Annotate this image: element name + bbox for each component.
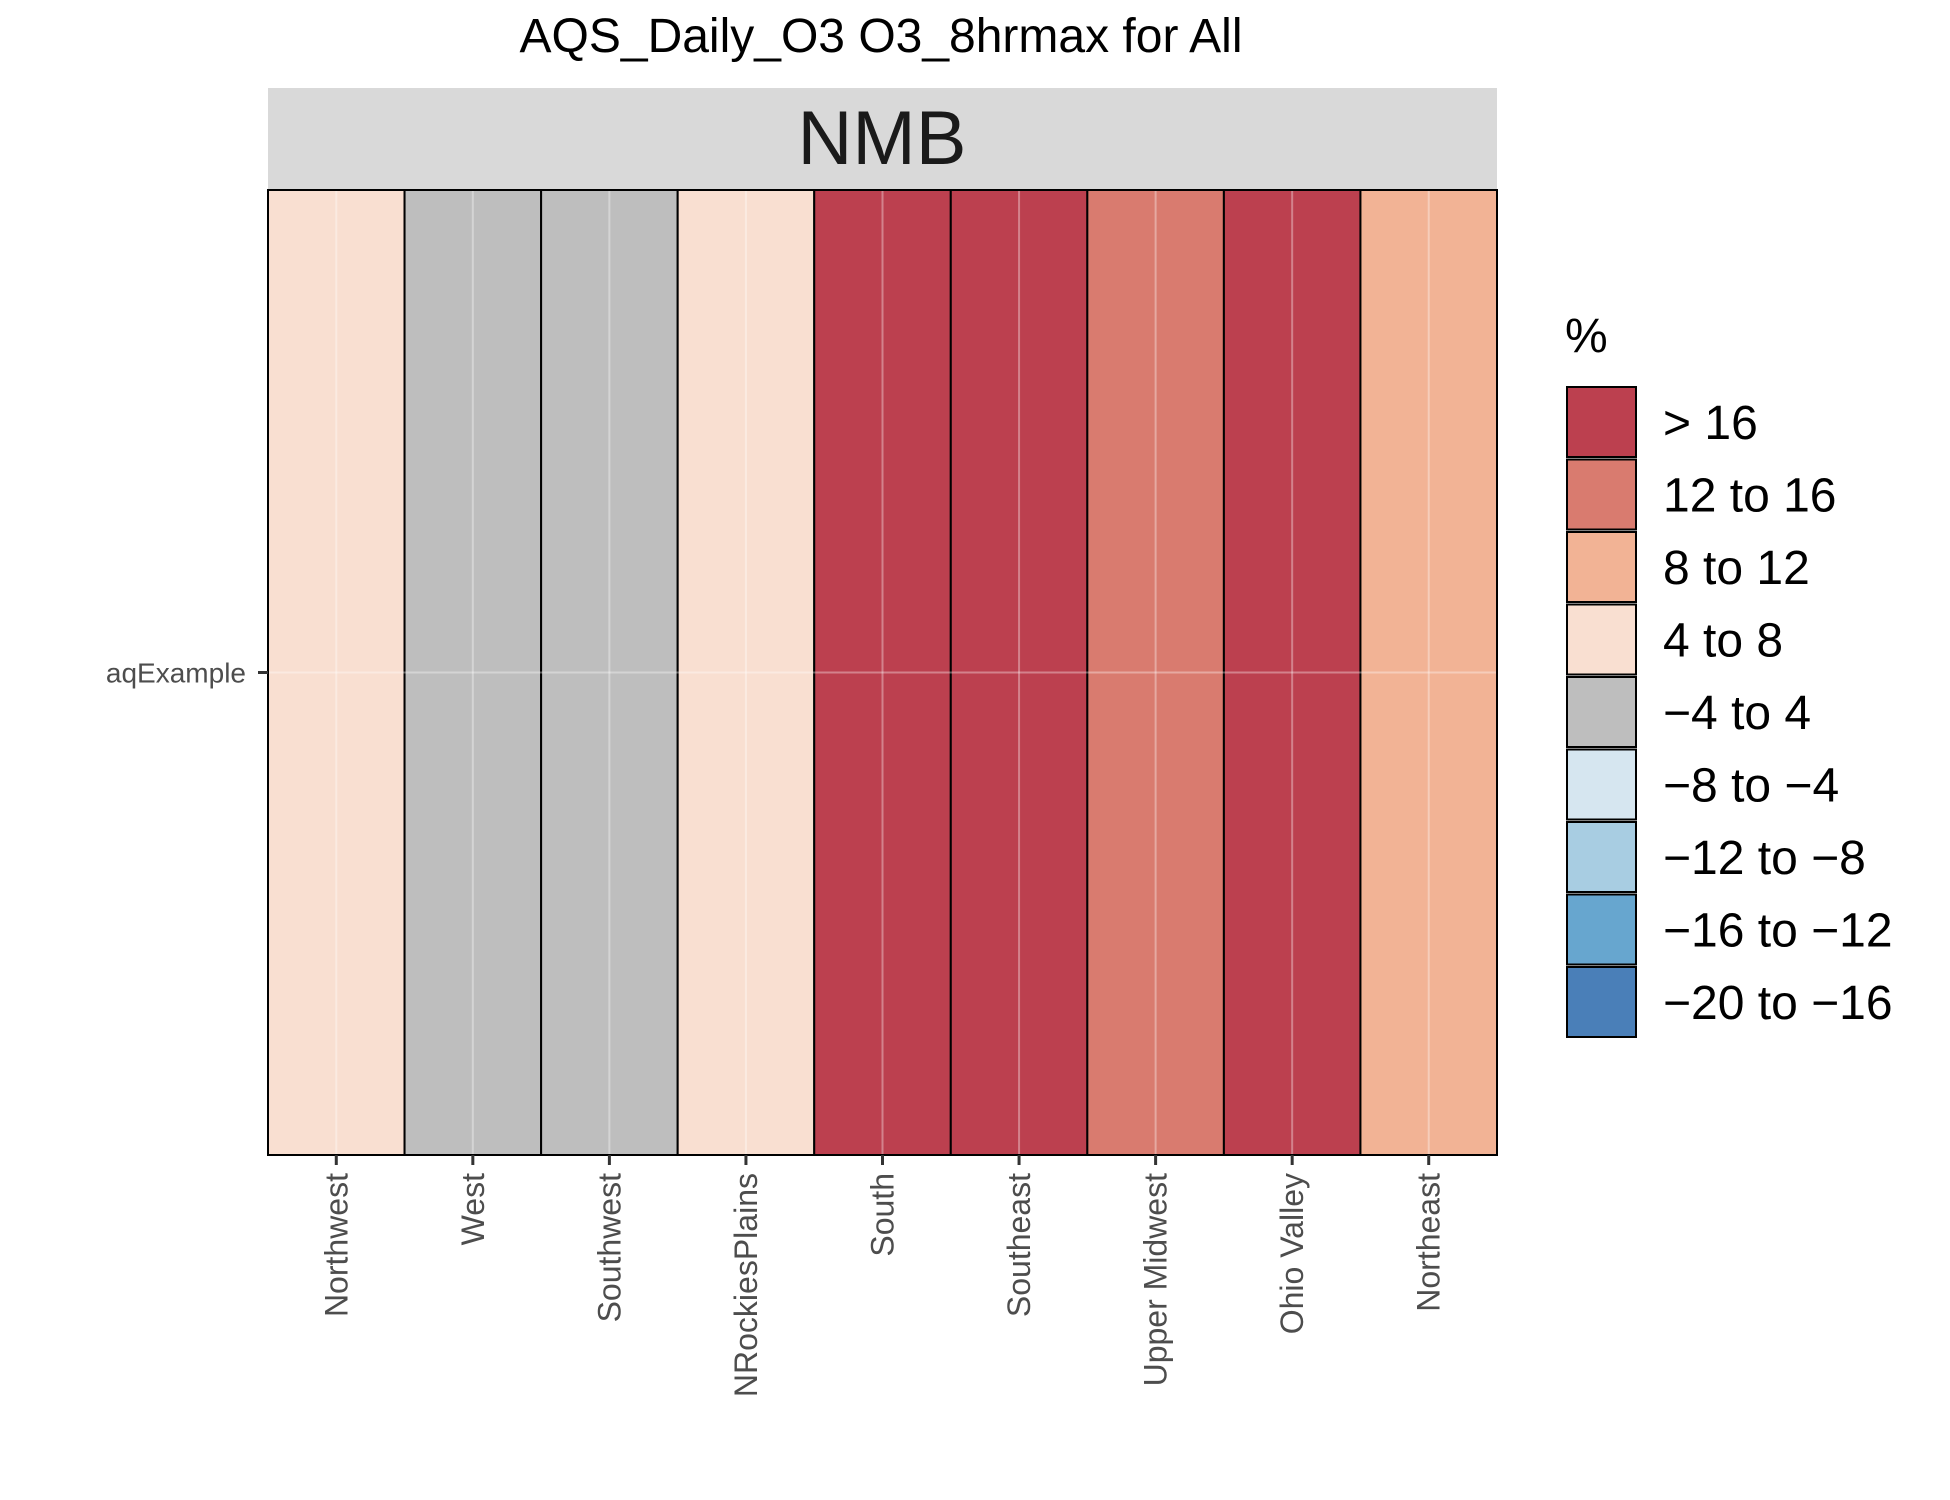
x-tick-label: NRockiesPlains bbox=[728, 1173, 764, 1397]
legend-key bbox=[1566, 676, 1637, 748]
legend-label: −12 to −8 bbox=[1663, 832, 1866, 885]
legend-label: 4 to 8 bbox=[1663, 615, 1783, 668]
legend-label: 12 to 16 bbox=[1663, 470, 1836, 523]
legend-key bbox=[1566, 603, 1637, 676]
facet-strip bbox=[268, 88, 1497, 189]
x-tick-label: Northeast bbox=[1411, 1173, 1447, 1312]
tile-upper-midwest bbox=[1086, 189, 1225, 1156]
gridlines bbox=[268, 190, 1497, 1155]
tile-nrockiesplains bbox=[676, 189, 816, 1156]
x-tick-label: Upper Midwest bbox=[1138, 1173, 1174, 1387]
legend-key bbox=[1566, 821, 1637, 893]
x-tick-label: Northwest bbox=[318, 1173, 354, 1317]
tile-ohio-valley bbox=[1222, 189, 1362, 1156]
x-tick-label: South bbox=[865, 1173, 901, 1257]
legend-key bbox=[1566, 748, 1637, 821]
heatmap-tiles bbox=[267, 189, 1499, 1156]
legend-label: −16 to −12 bbox=[1663, 905, 1893, 958]
legend-label: −8 to −4 bbox=[1663, 760, 1839, 813]
x-tick-label: Southwest bbox=[591, 1173, 627, 1323]
legend-key bbox=[1566, 966, 1637, 1038]
legend-key bbox=[1566, 893, 1637, 966]
legend-label: −20 to −16 bbox=[1663, 977, 1893, 1030]
tile-northwest bbox=[267, 189, 406, 1156]
y-tick-label: aqExample bbox=[106, 658, 246, 689]
legend-key bbox=[1566, 386, 1637, 458]
legend-label: −4 to 4 bbox=[1663, 687, 1811, 740]
tile-southwest bbox=[540, 189, 679, 1156]
x-tick-label: Southeast bbox=[1001, 1173, 1037, 1317]
x-tick-label: Ohio Valley bbox=[1274, 1173, 1310, 1334]
chart-title: AQS_Daily_O3 O3_8hrmax for All bbox=[520, 10, 1243, 63]
legend-title: % bbox=[1565, 310, 1608, 363]
x-tick-label: West bbox=[455, 1173, 491, 1245]
legend-label: 8 to 12 bbox=[1663, 542, 1810, 595]
legend-key bbox=[1566, 458, 1637, 531]
facet-strip-label: NMB bbox=[798, 96, 967, 181]
legend: % > 16 12 to 16 8 to 12 4 to 8 −4 to 4 −8 to … bbox=[1565, 310, 1893, 1038]
tile-northeast bbox=[1359, 189, 1499, 1156]
y-axis: aqExample bbox=[106, 658, 268, 689]
legend-label: > 16 bbox=[1663, 397, 1758, 450]
x-axis: Northwest West Southwest NRockiesPlains Sout… bbox=[318, 1155, 1447, 1397]
legend-key bbox=[1566, 531, 1637, 603]
